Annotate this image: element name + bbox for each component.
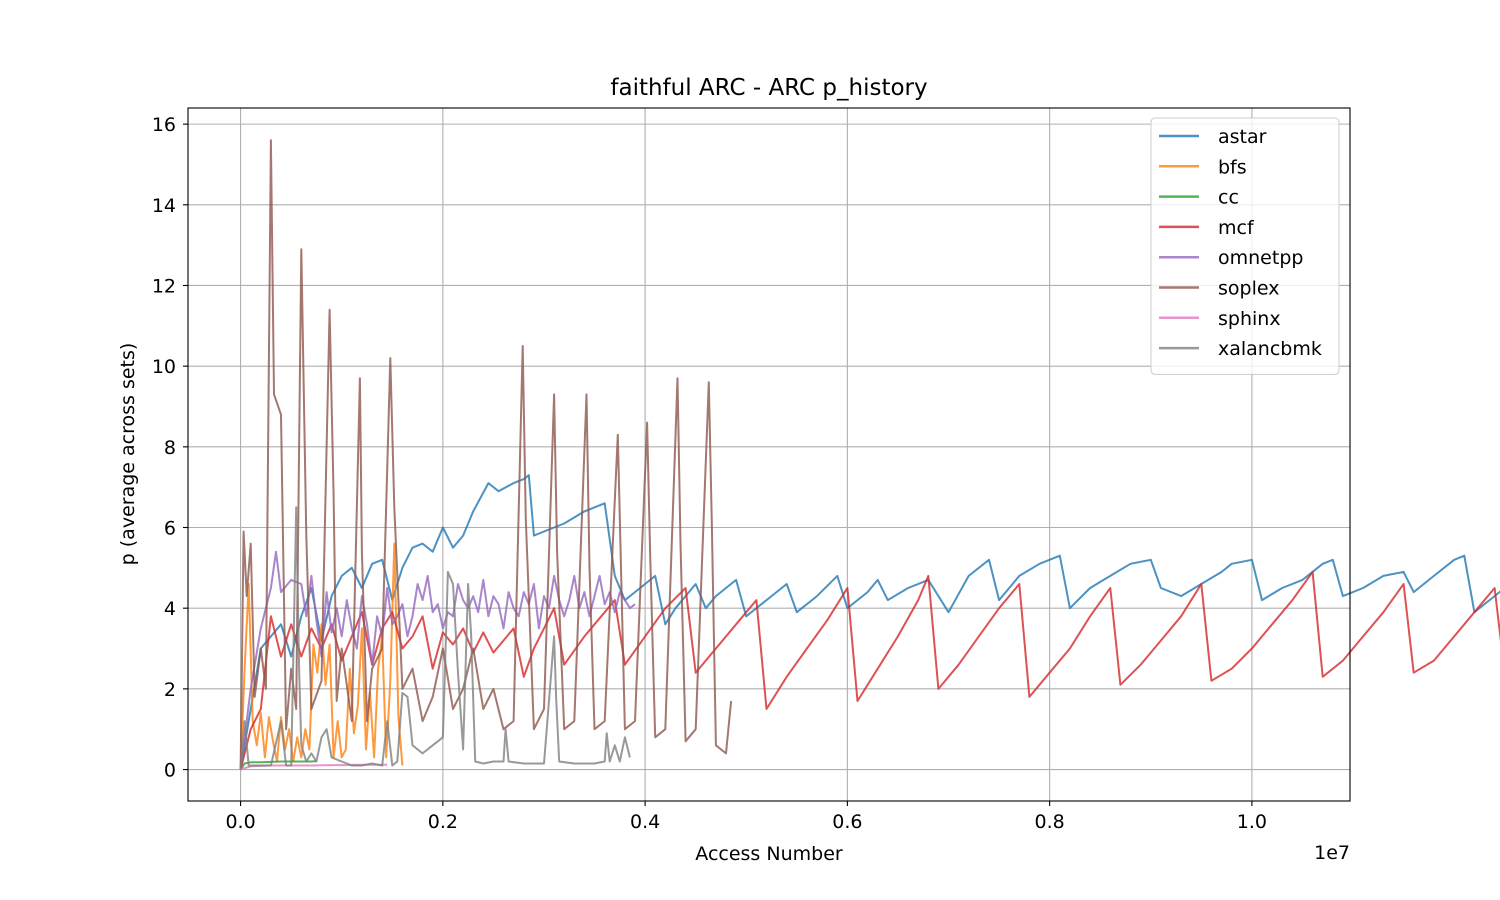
series-line-mcf — [239, 570, 1500, 770]
series-line-xalancbmk — [239, 506, 631, 770]
legend-label-bfs: bfs — [1218, 156, 1247, 178]
y-tick-label: 6 — [164, 518, 176, 540]
legend-label-cc: cc — [1218, 187, 1239, 209]
x-tick-label: 0.6 — [832, 811, 862, 833]
legend-label-soplex: soplex — [1218, 278, 1279, 300]
legend-label-sphinx: sphinx — [1218, 308, 1281, 330]
series-layer — [239, 139, 1500, 771]
x-tick-label: 0.0 — [225, 811, 255, 833]
x-tick-label: 0.2 — [428, 811, 458, 833]
x-tick-label: 1.0 — [1237, 811, 1267, 833]
x-axis-offset-label: 1e7 — [1314, 842, 1350, 864]
y-tick-label: 4 — [164, 598, 176, 620]
series-line-soplex — [239, 139, 733, 770]
y-tick-label: 10 — [152, 356, 176, 378]
series-line-astar — [239, 474, 1500, 770]
legend-label-mcf: mcf — [1218, 217, 1255, 239]
series-line-omnetpp — [239, 550, 636, 770]
x-axis: 0.0 0.2 0.4 0.6 0.8 1.0 — [225, 801, 1267, 833]
y-tick-label: 2 — [164, 679, 176, 701]
y-axis: 0 2 4 6 8 10 12 14 16 — [152, 114, 188, 782]
legend-label-astar: astar — [1218, 126, 1267, 148]
legend-label-omnetpp: omnetpp — [1218, 247, 1303, 269]
x-tick-label: 0.4 — [630, 811, 660, 833]
legend-label-xalancbmk: xalancbmk — [1218, 338, 1322, 360]
y-tick-label: 16 — [152, 114, 176, 136]
y-tick-label: 0 — [164, 760, 176, 782]
legend: astar bfs cc mcf omnetpp soplex sphinx xalancbm… — [1150, 117, 1340, 375]
y-tick-label: 14 — [152, 195, 176, 217]
y-tick-label: 8 — [164, 437, 176, 459]
x-axis-label: Access Number — [695, 843, 843, 865]
y-tick-label: 12 — [152, 275, 176, 297]
series-line-bfs — [239, 542, 404, 770]
chart-title: faithful ARC - ARC p_history — [610, 75, 927, 101]
legend-box — [1150, 117, 1340, 375]
plot-frame — [187, 107, 1351, 802]
x-tick-label: 0.8 — [1035, 811, 1065, 833]
y-axis-label: p (average across sets) — [117, 343, 139, 566]
